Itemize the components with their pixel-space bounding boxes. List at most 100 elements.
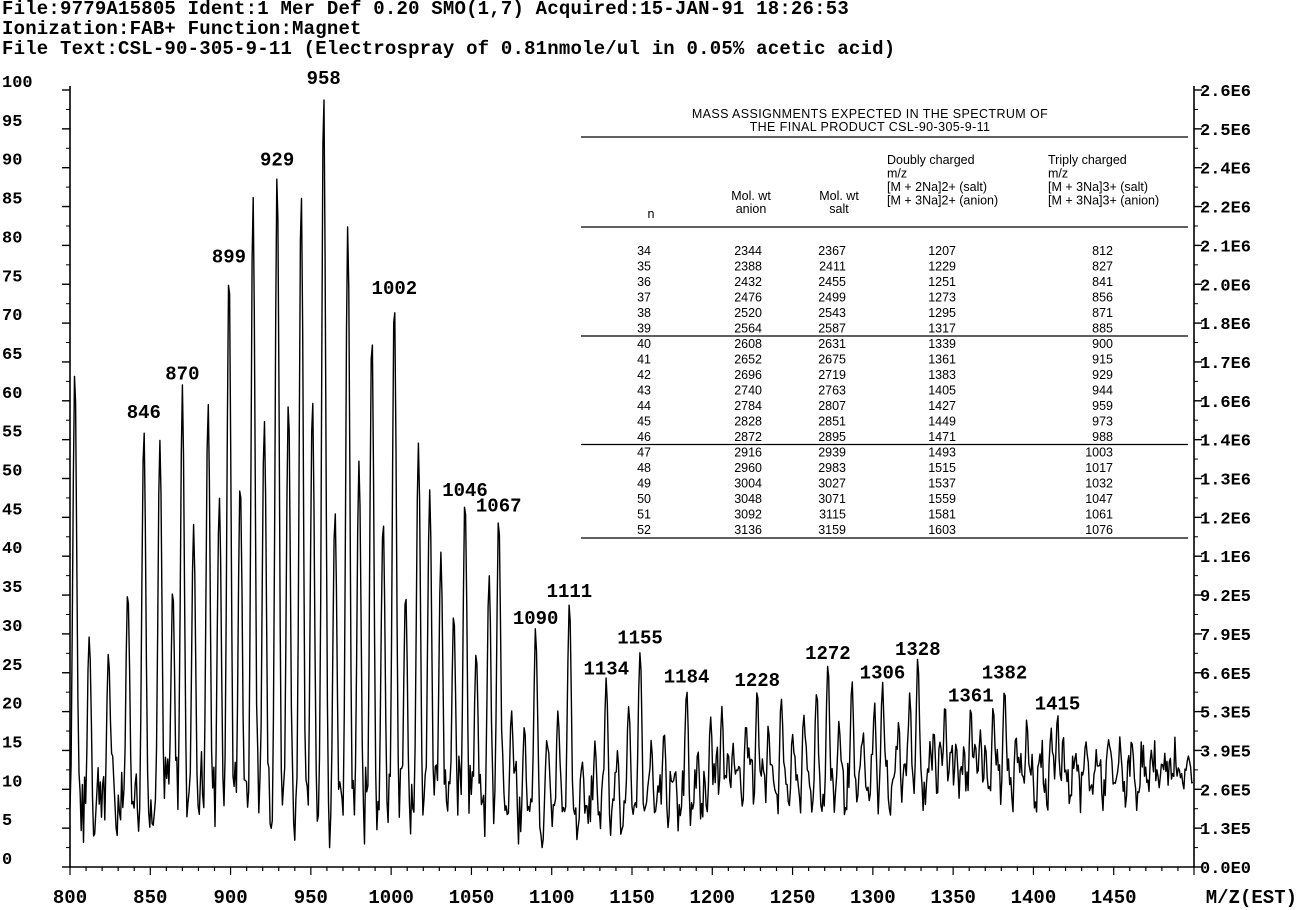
table-cell: 1339 bbox=[928, 337, 956, 351]
th-salt-1: Mol. wt bbox=[819, 189, 859, 203]
table-cell: 1251 bbox=[928, 275, 956, 289]
y-tick-label-left: 50 bbox=[2, 463, 22, 482]
table-cell: 944 bbox=[1092, 384, 1113, 398]
table-cell: 1383 bbox=[928, 368, 956, 382]
table-cell: 827 bbox=[1092, 260, 1113, 274]
table-cell: 2388 bbox=[734, 260, 762, 274]
table-cell: 2652 bbox=[734, 353, 762, 367]
table-cell: 2719 bbox=[818, 368, 846, 382]
table-cell: 2939 bbox=[818, 446, 846, 460]
table-cell: 3159 bbox=[818, 523, 846, 537]
table-cell: 1229 bbox=[928, 260, 956, 274]
y-tick-label-right: 2.6E6 bbox=[1200, 83, 1251, 102]
peak-label-1382: 1382 bbox=[982, 662, 1028, 684]
y-tick-label-right: 5.3E5 bbox=[1200, 705, 1251, 724]
table-cell: 35 bbox=[637, 260, 651, 274]
table-cell: 1317 bbox=[928, 322, 956, 336]
x-axis-label: M/Z(EST) bbox=[1206, 887, 1297, 909]
y-tick-label-right: 0.0E0 bbox=[1200, 860, 1251, 879]
table-cell: 871 bbox=[1092, 306, 1113, 320]
table-cell: 48 bbox=[637, 461, 651, 475]
table-cell: 1581 bbox=[928, 508, 956, 522]
table-cell: 1449 bbox=[928, 415, 956, 429]
table-cell: 1405 bbox=[928, 384, 956, 398]
y-tick-label-right: 1.6E6 bbox=[1200, 394, 1251, 413]
y-tick-label-left: 10 bbox=[2, 773, 22, 792]
th-anion-1: Mol. wt bbox=[731, 189, 771, 203]
table-cell: 2631 bbox=[818, 337, 846, 351]
table-cell: 1061 bbox=[1085, 508, 1113, 522]
table-cell: 929 bbox=[1092, 368, 1113, 382]
peak-label-1306: 1306 bbox=[860, 662, 906, 684]
table-cell: 1207 bbox=[928, 244, 956, 258]
peak-label-1272: 1272 bbox=[805, 643, 851, 665]
table-cell: 1017 bbox=[1085, 461, 1113, 475]
table-cell: 2851 bbox=[818, 415, 846, 429]
y-tick-label-left: 25 bbox=[2, 657, 22, 676]
table-cell: 900 bbox=[1092, 337, 1113, 351]
y-tick-label-left: 80 bbox=[2, 229, 22, 248]
peak-label-1046: 1046 bbox=[442, 480, 488, 502]
table-cell: 2476 bbox=[734, 291, 762, 305]
th-doubly-4: [M + 3Na]2+ (anion) bbox=[887, 194, 998, 208]
table-cell: 42 bbox=[637, 368, 651, 382]
th-triply-2: m/z bbox=[1048, 167, 1068, 181]
y-tick-label-left: 20 bbox=[2, 696, 22, 715]
y-tick-label-right: 1.3E6 bbox=[1200, 472, 1251, 491]
table-cell: 1537 bbox=[928, 477, 956, 491]
x-tick-label: 1050 bbox=[449, 887, 495, 909]
header-file-line: File:9779A15805 Ident:1 Mer Def 0.20 SMO… bbox=[2, 0, 849, 20]
spectrum-trace bbox=[69, 99, 1194, 849]
x-tick-label: 1300 bbox=[850, 887, 896, 909]
mass-assignment-table: MASS ASSIGNMENTS EXPECTED IN THE SPECTRU… bbox=[581, 100, 1188, 578]
x-tick-label: 900 bbox=[213, 887, 247, 909]
table-cell: 3004 bbox=[734, 477, 762, 491]
y-tick-label-right: 2.5E6 bbox=[1200, 122, 1251, 141]
table-cell: 3092 bbox=[734, 508, 762, 522]
table-cell: 3027 bbox=[818, 477, 846, 491]
x-tick-label: 1200 bbox=[689, 887, 735, 909]
table-cell: 3115 bbox=[819, 508, 846, 522]
table-cell: 52 bbox=[637, 523, 651, 537]
table-cell: 856 bbox=[1092, 291, 1113, 305]
table-cell: 2564 bbox=[734, 322, 762, 336]
table-cell: 43 bbox=[637, 384, 651, 398]
peak-label-1415: 1415 bbox=[1035, 693, 1081, 715]
table-cell: 885 bbox=[1092, 322, 1113, 336]
table-cell: 1047 bbox=[1085, 492, 1113, 506]
x-tick-label: 1100 bbox=[529, 887, 575, 909]
th-anion-2: anion bbox=[736, 202, 767, 216]
peak-label-1067: 1067 bbox=[476, 495, 522, 517]
y-tick-label-left: 90 bbox=[2, 152, 22, 171]
y-tick-label-right: 2.4E6 bbox=[1200, 161, 1251, 180]
table-cell: 1603 bbox=[928, 523, 956, 537]
y-tick-label-right: 3.9E5 bbox=[1200, 743, 1251, 762]
y-tick-label-left: 65 bbox=[2, 346, 22, 365]
peak-label-1134: 1134 bbox=[584, 659, 630, 681]
table-cell: 45 bbox=[637, 415, 651, 429]
y-tick-label-left: 85 bbox=[2, 191, 22, 210]
peak-label-1155: 1155 bbox=[617, 627, 663, 649]
table-cell: 2740 bbox=[734, 384, 762, 398]
peak-label-1328: 1328 bbox=[895, 639, 941, 661]
y-tick-label-right: 1.2E6 bbox=[1200, 510, 1251, 529]
table-cell: 2784 bbox=[734, 399, 762, 413]
table-cell: 1427 bbox=[928, 399, 956, 413]
y-tick-label-left: 75 bbox=[2, 268, 22, 287]
peak-label-1228: 1228 bbox=[734, 670, 780, 692]
y-tick-label-left: 70 bbox=[2, 307, 22, 326]
table-cell: 2916 bbox=[734, 446, 762, 460]
table-cell: 40 bbox=[637, 337, 651, 351]
table-cell: 1032 bbox=[1085, 477, 1113, 491]
table-cell: 812 bbox=[1092, 244, 1113, 258]
peak-label-929: 929 bbox=[260, 150, 294, 172]
y-tick-label-right: 2.2E6 bbox=[1200, 200, 1251, 219]
table-cell: 3048 bbox=[734, 492, 762, 506]
y-tick-label-left: 45 bbox=[2, 501, 22, 520]
table-cell: 2432 bbox=[734, 275, 762, 289]
peak-label-1090: 1090 bbox=[513, 608, 559, 630]
table-cell: 2960 bbox=[734, 461, 762, 475]
table-cell: 2696 bbox=[734, 368, 762, 382]
th-n: n bbox=[648, 207, 655, 221]
